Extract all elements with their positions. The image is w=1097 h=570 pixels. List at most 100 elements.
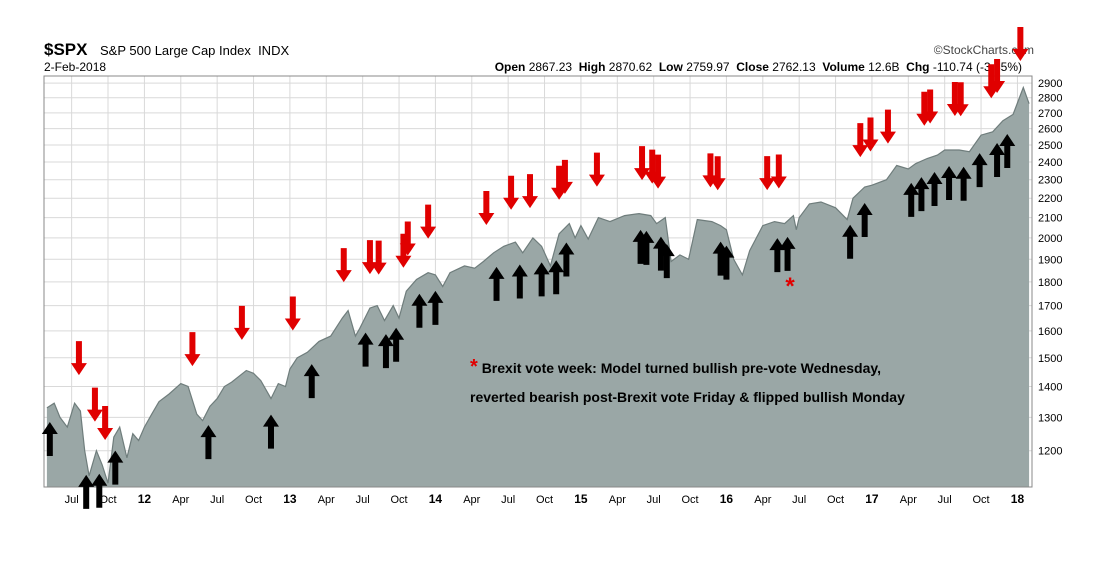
x-tick-label: Jul <box>501 494 515 506</box>
bearish-signal-arrow <box>862 117 879 152</box>
bullish-signal-arrow <box>303 364 320 399</box>
x-tick-label: Jul <box>792 494 806 506</box>
low-label: Low <box>658 60 683 74</box>
bullish-signal-arrow <box>903 182 920 217</box>
bullish-signal-arrow <box>427 290 444 325</box>
bearish-signal-arrow <box>335 248 352 283</box>
x-tick-label: Jul <box>210 494 224 506</box>
bearish-signal-arrow <box>521 174 538 209</box>
chart-date: 2-Feb-2018 <box>44 60 107 74</box>
bearish-signal-arrow <box>395 233 412 268</box>
stockcharts-brand[interactable]: ©StockCharts.com <box>933 43 1034 57</box>
price-area <box>46 87 1030 487</box>
x-tick-label: 12 <box>138 492 152 506</box>
y-tick-label: 2700 <box>1038 108 1062 120</box>
bearish-signal-arrow <box>478 190 495 225</box>
bullish-signal-arrow <box>989 143 1006 178</box>
bearish-signal-arrow <box>952 82 969 117</box>
bullish-signal-arrow <box>78 474 95 509</box>
bullish-signal-arrow <box>533 262 550 297</box>
y-tick-label: 1600 <box>1038 326 1062 338</box>
bearish-signal-arrow <box>399 221 416 256</box>
y-tick-label: 1700 <box>1038 301 1062 313</box>
x-tick-label: Apr <box>900 494 917 506</box>
brexit-annotation: * Brexit vote week: Model turned bullish… <box>470 353 990 412</box>
x-tick-label: 17 <box>865 492 879 506</box>
x-tick-label: Oct <box>245 494 262 506</box>
x-tick-label: 15 <box>574 492 588 506</box>
x-tick-label: Jul <box>356 494 370 506</box>
bullish-signal-arrow <box>842 224 859 259</box>
x-tick-label: Oct <box>99 494 116 506</box>
x-tick-label: Apr <box>463 494 480 506</box>
x-tick-label: Jul <box>938 494 952 506</box>
x-tick-label: Jul <box>65 494 79 506</box>
brexit-marker-star: * <box>785 273 795 300</box>
y-tick-label: 2000 <box>1038 233 1062 245</box>
open-value: 2867.23 <box>528 60 573 74</box>
bullish-signal-arrow <box>488 266 505 301</box>
bearish-signal-arrow <box>759 156 776 191</box>
y-tick-label: 1200 <box>1038 446 1062 458</box>
volume-label: Volume <box>822 60 865 74</box>
bullish-signal-arrow <box>779 236 796 271</box>
y-tick-label: 2900 <box>1038 78 1062 90</box>
price-line <box>46 85 1030 484</box>
bearish-signal-arrow <box>70 341 87 376</box>
low-value: 2759.97 <box>686 60 730 74</box>
bearish-signal-arrow <box>1012 26 1029 61</box>
annotation-line-1: Brexit vote week: Model turned bullish p… <box>481 360 882 376</box>
bullish-signal-arrow <box>999 133 1016 168</box>
close-label: Close <box>736 60 769 74</box>
y-tick-label: 2800 <box>1038 93 1062 105</box>
x-tick-label: 13 <box>283 492 297 506</box>
bullish-signal-arrow <box>411 293 428 328</box>
x-tick-label: Apr <box>609 494 626 506</box>
y-tick-label: 1300 <box>1038 412 1062 424</box>
y-tick-label: 2100 <box>1038 213 1062 225</box>
y-tick-label: 2500 <box>1038 140 1062 152</box>
bearish-signal-arrow <box>284 296 301 331</box>
high-value: 2870.62 <box>608 60 653 74</box>
annotation-line-2: reverted bearish post-Brexit vote Friday… <box>470 389 905 405</box>
bearish-signal-arrow <box>709 156 726 191</box>
y-tick-label: 2600 <box>1038 124 1062 136</box>
bullish-signal-arrow <box>856 203 873 238</box>
open-label: Open <box>494 60 526 74</box>
y-tick-label: 1900 <box>1038 254 1062 266</box>
bullish-signal-arrow <box>548 260 565 295</box>
bullish-signal-arrow <box>558 242 575 277</box>
y-tick-label: 2300 <box>1038 175 1062 187</box>
bearish-signal-arrow <box>650 154 667 189</box>
x-tick-label: Apr <box>172 494 189 506</box>
bearish-signal-arrow <box>922 89 939 124</box>
bearish-signal-arrow <box>588 152 605 187</box>
plot-border <box>43 75 1033 488</box>
chg-label: Chg <box>906 60 930 74</box>
index-title: S&P 500 Large Cap Index <box>100 43 251 58</box>
x-tick-label: Apr <box>318 494 335 506</box>
bullish-signal-arrow <box>941 165 958 200</box>
y-tick-label: 2200 <box>1038 193 1062 205</box>
exchange-label: INDX <box>258 43 290 58</box>
bearish-signal-arrow <box>989 59 1006 94</box>
bullish-signal-arrow <box>955 166 972 201</box>
bearish-signal-arrow <box>420 204 437 239</box>
bullish-signal-arrow <box>913 177 930 212</box>
x-tick-label: Oct <box>681 494 698 506</box>
bearish-signal-arrow <box>879 109 896 144</box>
bearish-signal-arrow <box>503 175 520 210</box>
bearish-signal-arrow <box>852 123 869 158</box>
y-tick-label: 1400 <box>1038 382 1062 394</box>
annotation-star: * <box>470 356 478 378</box>
bullish-signal-arrow <box>971 153 988 188</box>
y-tick-label: 1800 <box>1038 277 1062 289</box>
bullish-signal-arrow <box>388 327 405 362</box>
y-tick-label: 2400 <box>1038 157 1062 169</box>
x-tick-label: 16 <box>720 492 734 506</box>
index-name: S&P 500 Large Cap Index INDX <box>100 43 289 58</box>
bullish-signal-arrow <box>718 245 735 280</box>
bearish-signal-arrow <box>233 305 250 340</box>
bearish-signal-arrow <box>86 387 103 422</box>
